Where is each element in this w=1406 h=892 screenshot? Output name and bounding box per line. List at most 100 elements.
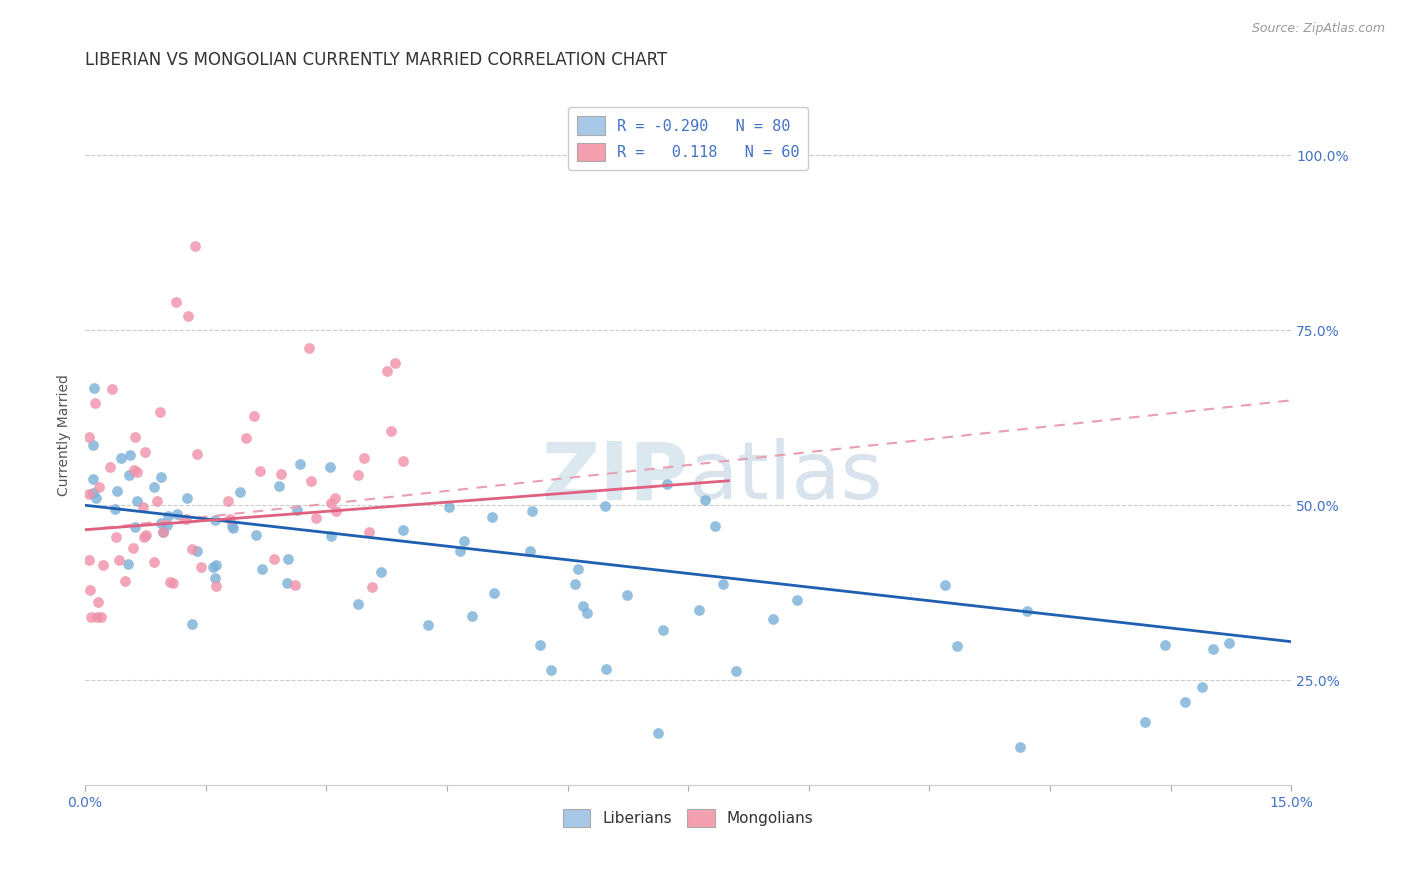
Point: [84, 396, 107, 410]
Point: [482, 586, 505, 600]
Point: [114, 574, 136, 588]
Point: [540, 663, 562, 677]
Point: [245, 528, 267, 542]
Point: [186, 543, 208, 558]
Point: [319, 460, 342, 475]
Point: [321, 496, 343, 510]
Point: [108, 553, 131, 567]
Point: [564, 577, 586, 591]
Point: [360, 580, 382, 594]
Point: [77, 430, 100, 444]
Y-axis label: Currently Married: Currently Married: [58, 375, 72, 496]
Point: [91, 558, 114, 572]
Point: [1010, 739, 1032, 754]
Point: [453, 534, 475, 549]
Point: [370, 565, 392, 579]
Point: [201, 560, 224, 574]
Text: LIBERIAN VS MONGOLIAN CURRENTLY MARRIED CORRELATION CHART: LIBERIAN VS MONGOLIAN CURRENTLY MARRIED …: [86, 51, 668, 69]
Point: [149, 405, 172, 419]
Point: [186, 447, 208, 461]
Point: [1218, 636, 1240, 650]
Point: [82, 472, 104, 486]
Point: [165, 295, 187, 310]
Point: [157, 508, 180, 523]
Point: [177, 310, 200, 324]
Point: [647, 725, 669, 739]
Point: [121, 541, 143, 556]
Point: [150, 470, 173, 484]
Point: [184, 239, 207, 253]
Point: [152, 525, 174, 540]
Point: [124, 430, 146, 444]
Point: [703, 518, 725, 533]
Point: [86, 610, 108, 624]
Point: [439, 500, 461, 514]
Point: [380, 425, 402, 439]
Point: [135, 528, 157, 542]
Point: [117, 468, 139, 483]
Point: [277, 552, 299, 566]
Point: [595, 662, 617, 676]
Point: [375, 364, 398, 378]
Point: [122, 463, 145, 477]
Point: [105, 483, 128, 498]
Point: [946, 639, 969, 653]
Point: [711, 576, 734, 591]
Point: [392, 454, 415, 468]
Point: [1174, 695, 1197, 709]
Point: [416, 617, 439, 632]
Point: [299, 474, 322, 488]
Point: [786, 593, 808, 607]
Point: [174, 512, 197, 526]
Point: [520, 504, 543, 518]
Point: [125, 494, 148, 508]
Point: [616, 588, 638, 602]
Point: [263, 552, 285, 566]
Point: [284, 578, 307, 592]
Point: [204, 513, 226, 527]
Point: [688, 603, 710, 617]
Point: [695, 492, 717, 507]
Point: [117, 558, 139, 572]
Point: [593, 500, 616, 514]
Point: [149, 516, 172, 530]
Point: [104, 530, 127, 544]
Legend: Liberians, Mongolians: Liberians, Mongolians: [557, 803, 820, 833]
Point: [204, 579, 226, 593]
Point: [323, 491, 346, 505]
Point: [134, 530, 156, 544]
Point: [124, 520, 146, 534]
Point: [110, 451, 132, 466]
Point: [1191, 680, 1213, 694]
Point: [762, 612, 785, 626]
Point: [142, 555, 165, 569]
Point: [384, 356, 406, 370]
Point: [204, 571, 226, 585]
Point: [180, 617, 202, 632]
Point: [1154, 638, 1177, 652]
Point: [83, 381, 105, 395]
Point: [77, 553, 100, 567]
Point: [205, 558, 228, 572]
Point: [152, 524, 174, 539]
Point: [575, 606, 598, 620]
Point: [250, 562, 273, 576]
Point: [392, 524, 415, 538]
Point: [346, 597, 368, 611]
Point: [98, 460, 121, 475]
Point: [519, 544, 541, 558]
Point: [82, 438, 104, 452]
Point: [156, 517, 179, 532]
Text: Source: ZipAtlas.com: Source: ZipAtlas.com: [1251, 22, 1385, 36]
Point: [934, 578, 956, 592]
Point: [100, 382, 122, 396]
Point: [305, 510, 328, 524]
Point: [235, 431, 257, 445]
Point: [290, 457, 312, 471]
Point: [120, 448, 142, 462]
Point: [298, 341, 321, 355]
Point: [353, 451, 375, 466]
Point: [190, 559, 212, 574]
Point: [449, 544, 471, 558]
Point: [104, 502, 127, 516]
